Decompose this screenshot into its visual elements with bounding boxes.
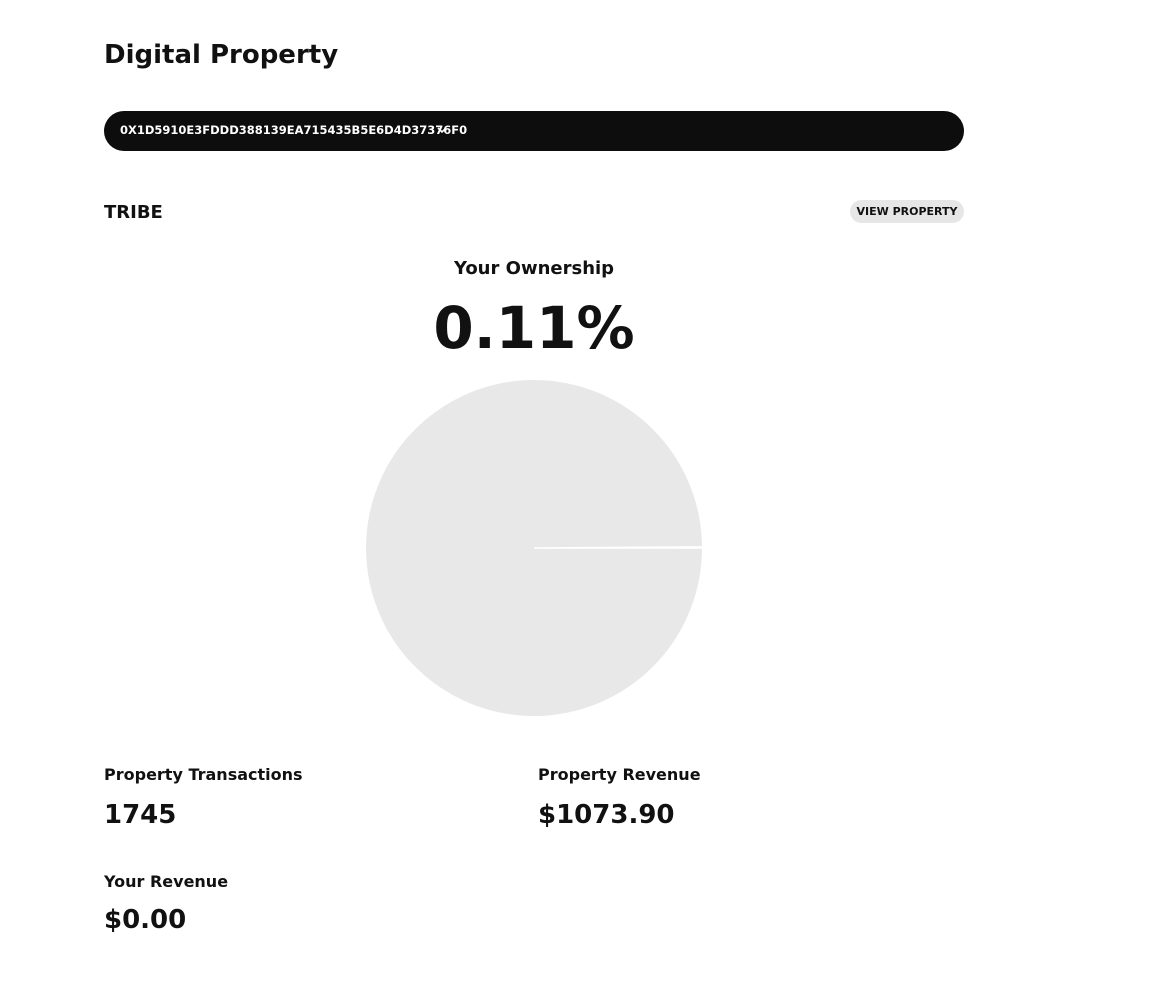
page-title: Digital Property	[104, 40, 339, 70]
wallet-dropdown[interactable]: 0X1D5910E3FDDD388139EA715435B5E6D4D37376…	[104, 111, 964, 151]
ownership-pie	[366, 380, 703, 716]
pie-slice	[533, 546, 703, 549]
chevron-icon	[437, 127, 447, 134]
wallet-address: 0X1D5910E3FDDD388139EA715435B5E6D4D37376…	[120, 123, 468, 137]
stat-value: $0.00	[104, 905, 187, 935]
ownership-label: Your Ownership	[453, 258, 615, 279]
stat-value: $1073.90	[538, 800, 675, 830]
stat-label: Your Revenue	[104, 872, 229, 891]
stat-label: Property Revenue	[538, 765, 701, 784]
property-name: TRIBE	[104, 202, 163, 223]
ownership-value: 0.11%	[433, 294, 635, 362]
stat-value: 1745	[104, 800, 177, 830]
stat-label: Property Transactions	[104, 765, 303, 784]
view-property-button[interactable]: VIEW PROPERTY	[850, 200, 964, 223]
